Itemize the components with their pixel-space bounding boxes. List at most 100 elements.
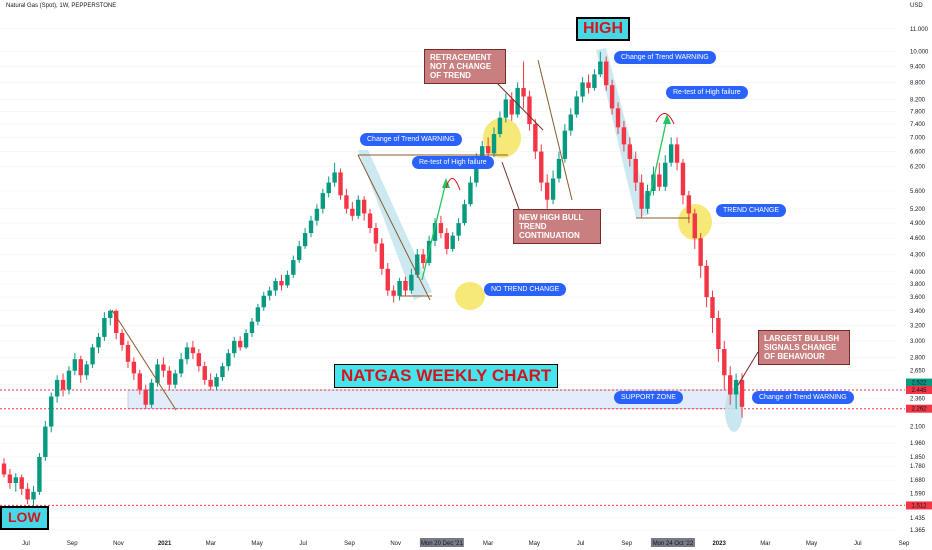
candle-body [202, 366, 207, 380]
candle-body [485, 146, 491, 154]
candle-body [220, 366, 225, 378]
candle-body [344, 195, 349, 209]
y-tick-label: 8.200 [910, 97, 926, 103]
x-tick-label: 2023 [712, 541, 726, 547]
candle-body [232, 340, 237, 354]
x-tick-highlight [650, 538, 695, 547]
candle-body [131, 361, 137, 374]
candle-body [645, 190, 650, 209]
y-tick-label: 3.800 [910, 282, 926, 288]
candle-body [108, 310, 113, 318]
candle-body [373, 228, 379, 244]
candle-body [562, 130, 568, 159]
candle-body [255, 307, 261, 322]
red-arc [655, 113, 675, 125]
candle-body [54, 379, 60, 397]
candle-body [302, 233, 308, 247]
x-axis: Jul Sep Nov 2021 Mar May Jul Sep Nov Mon 20 Dec '… [22, 538, 910, 547]
candle-body [25, 488, 30, 500]
candle-body [480, 146, 485, 159]
gridlines [0, 28, 898, 531]
y-tick-label: 4.900 [910, 221, 926, 227]
candle-body [214, 377, 219, 387]
cyan-band [358, 150, 432, 300]
candle-body [680, 162, 686, 196]
y-tick-label: 1.850 [910, 455, 926, 461]
candle-body [90, 347, 95, 365]
candle-body [491, 133, 497, 154]
yellow-circle [455, 282, 485, 310]
candle-body [7, 474, 13, 484]
candle-body [722, 349, 727, 376]
high-label: HIGH [576, 17, 630, 41]
candle-body [527, 96, 532, 125]
candle-body [633, 158, 638, 183]
green-arrow [649, 117, 668, 197]
x-tick-label: Jul [22, 541, 30, 547]
x-tick-label: Mar [760, 541, 770, 547]
candle-body [314, 208, 320, 221]
candle-body [279, 280, 284, 286]
x-tick-label: Sep [621, 541, 632, 547]
price-label-text: 2.522 [911, 381, 927, 387]
candle-body [102, 317, 107, 337]
candle-body [716, 317, 721, 350]
candle-body [291, 260, 296, 275]
candle-body [539, 151, 544, 183]
candle-body [710, 297, 715, 318]
y-tick-label: 3.400 [910, 309, 926, 315]
candle-body [119, 333, 125, 345]
candle-body [432, 223, 438, 241]
candle-body [462, 204, 467, 224]
candle-body [627, 144, 633, 159]
y-axis: 11.000 10.000 9.400 8.800 8.200 7.800 7.400 7.0… [910, 27, 929, 534]
candle-body [420, 254, 426, 263]
y-tick-label: 1.780 [910, 464, 926, 470]
pill-retest-2: Re-test of High failure [666, 86, 748, 99]
price-label-text: 2.262 [911, 407, 927, 413]
candle-body [556, 158, 562, 179]
candle-body [72, 359, 78, 371]
candle-body [550, 178, 556, 200]
x-tick-label: Sep [344, 541, 355, 547]
candle-body [49, 396, 54, 427]
candle-body [704, 265, 709, 298]
candle-body [338, 172, 343, 196]
pill-trend-change: TREND CHANGE [716, 204, 787, 217]
candle-body [450, 235, 455, 249]
green-arrowhead [442, 178, 450, 188]
candle-body [444, 233, 449, 249]
y-tick-label: 4.600 [910, 236, 926, 242]
y-tick-label: 6.200 [910, 165, 926, 171]
candle-body [615, 108, 621, 128]
y-tick-label: 2.800 [910, 355, 926, 361]
candle-body [1, 463, 7, 475]
y-tick-label: 7.400 [910, 122, 926, 128]
candle-body [574, 96, 579, 115]
x-tick-label: Nov [113, 541, 124, 547]
y-tick-label: 3.000 [910, 339, 926, 345]
candle-body [178, 359, 184, 374]
candle-body [350, 208, 355, 216]
y-tick-label: 2.100 [910, 425, 926, 431]
candle-body [397, 280, 402, 296]
candle-body [190, 347, 196, 354]
box-retracement: RETRACEMENT NOT A CHANGE OF TREND [424, 49, 506, 84]
candle-body [43, 426, 48, 457]
y-tick-label: 9.400 [910, 65, 926, 71]
candle-body [674, 144, 680, 163]
candle-body [273, 280, 278, 291]
candle-body [604, 61, 609, 86]
candle-body [409, 274, 414, 291]
candle-body [403, 280, 408, 291]
candle-body [456, 223, 461, 236]
red-arc [445, 178, 461, 191]
candle-body [586, 82, 591, 88]
price-label-box [906, 501, 932, 510]
candle-body [173, 373, 178, 385]
candle-body [37, 456, 42, 492]
pill-support-zone: SUPPORT ZONE [614, 391, 683, 404]
candle-body [385, 268, 390, 291]
y-tick-label: 3.200 [910, 323, 926, 329]
